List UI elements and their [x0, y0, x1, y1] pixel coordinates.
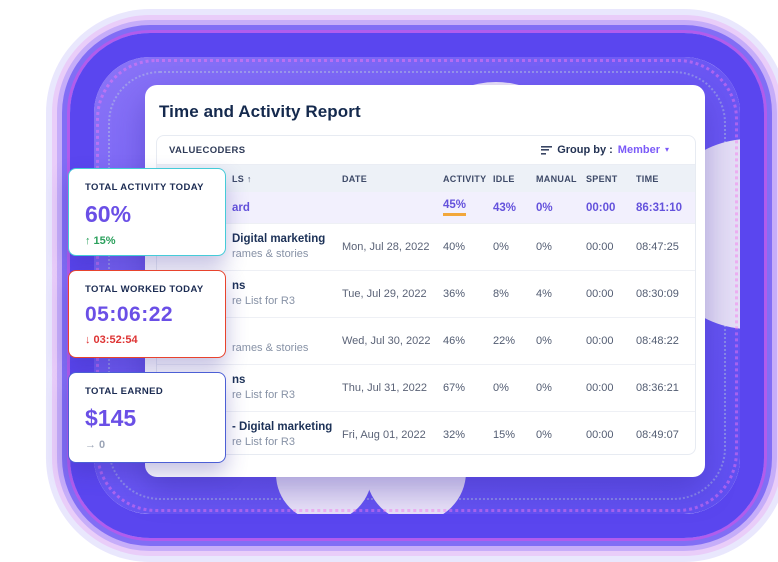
- table-row: Digital marketing rames & stories Mon, J…: [157, 223, 695, 270]
- report-panel: Time and Activity Report VALUECODERS Gro…: [145, 85, 705, 477]
- stat-label: TOTAL ACTIVITY TODAY: [85, 182, 204, 193]
- stat-delta-neutral: → 0: [85, 439, 106, 451]
- cell-time: 08:47:25: [636, 241, 679, 253]
- cell-manual: 0%: [536, 335, 552, 347]
- column-date: DATE: [342, 173, 368, 184]
- stat-value: $145: [85, 405, 137, 431]
- cell-activity: 36%: [443, 288, 466, 300]
- summary-spent: 00:00: [586, 201, 616, 214]
- cell-date: Thu, Jul 31, 2022: [342, 382, 428, 394]
- report-table-card: VALUECODERS Group by : Member ▾ LS ↑ DAT…: [156, 135, 696, 455]
- cell-manual: 4%: [536, 288, 552, 300]
- cell-idle: 8%: [493, 288, 509, 300]
- summary-manual: 0%: [536, 201, 553, 214]
- cell-manual: 0%: [536, 382, 552, 394]
- column-manual: MANUAL: [536, 173, 577, 184]
- cell-spent: 00:00: [586, 288, 614, 300]
- group-by-label: Group by :: [557, 144, 613, 156]
- table-row: - Digital marketing re List for R3 Fri, …: [157, 411, 695, 454]
- cell-activity: 46%: [443, 335, 466, 347]
- cell-activity: 67%: [443, 382, 466, 394]
- column-time: TIME: [636, 173, 659, 184]
- stat-delta-up: ↑ 15%: [85, 235, 116, 247]
- column-idle: IDLE: [493, 173, 515, 184]
- group-by-dropdown[interactable]: Member: [617, 144, 660, 156]
- stat-label: TOTAL WORKED TODAY: [85, 284, 204, 295]
- project-name: Digital marketing: [232, 232, 326, 245]
- cell-time: 08:36:21: [636, 382, 679, 394]
- cell-time: 08:30:09: [636, 288, 679, 300]
- cell-spent: 00:00: [586, 429, 614, 441]
- column-spent: SPENT: [586, 173, 618, 184]
- cell-spent: 00:00: [586, 382, 614, 394]
- table-row: ns re List for R3 Tue, Jul 29, 2022 36% …: [157, 270, 695, 317]
- stat-delta-down: ↓ 03:52:54: [85, 334, 138, 346]
- task-name: rames & stories: [232, 248, 309, 261]
- sort-lines-icon: [541, 145, 553, 155]
- table-row: ns re List for R3 Thu, Jul 31, 2022 67% …: [157, 364, 695, 411]
- cell-date: Wed, Jul 30, 2022: [342, 335, 431, 347]
- cell-date: Tue, Jul 29, 2022: [342, 288, 427, 300]
- project-name: ns: [232, 373, 246, 386]
- cell-manual: 0%: [536, 241, 552, 253]
- task-name: rames & stories: [232, 341, 309, 354]
- task-name: re List for R3: [232, 295, 295, 308]
- stat-label: TOTAL EARNED: [85, 386, 164, 397]
- stat-card-total-activity: TOTAL ACTIVITY TODAY 60% ↑ 15%: [68, 168, 226, 256]
- cell-date: Fri, Aug 01, 2022: [342, 429, 426, 441]
- group-by-control[interactable]: Group by : Member ▾: [541, 144, 669, 156]
- cell-manual: 0%: [536, 429, 552, 441]
- column-details-sortable[interactable]: LS ↑: [232, 173, 252, 184]
- task-name: re List for R3: [232, 389, 295, 402]
- cell-time: 08:48:22: [636, 335, 679, 347]
- member-summary-row: ard 45% 43% 0% 00:00 86:31:10: [157, 192, 695, 223]
- cell-activity: 32%: [443, 429, 466, 441]
- workspace-name: VALUECODERS: [169, 144, 246, 156]
- column-activity: ACTIVITY: [443, 173, 487, 184]
- stat-card-total-worked: TOTAL WORKED TODAY 05:06:22 ↓ 03:52:54: [68, 270, 226, 358]
- summary-activity: 45%: [443, 199, 493, 216]
- summary-idle: 43%: [493, 201, 517, 214]
- cell-idle: 22%: [493, 335, 516, 347]
- project-name: - Digital marketing: [232, 420, 333, 433]
- stat-value: 60%: [85, 201, 132, 227]
- page-title: Time and Activity Report: [159, 102, 361, 121]
- cell-date: Mon, Jul 28, 2022: [342, 241, 430, 253]
- stat-card-total-earned: TOTAL EARNED $145 → 0: [68, 372, 226, 463]
- cell-idle: 0%: [493, 382, 509, 394]
- cell-spent: 00:00: [586, 241, 614, 253]
- table-row: rames & stories Wed, Jul 30, 2022 46% 22…: [157, 317, 695, 364]
- report-toolbar: VALUECODERS Group by : Member ▾: [157, 136, 695, 165]
- cell-spent: 00:00: [586, 335, 614, 347]
- project-name: ns: [232, 279, 246, 292]
- cell-idle: 15%: [493, 429, 516, 441]
- chevron-down-icon: ▾: [664, 145, 669, 154]
- member-name: ard: [232, 201, 250, 214]
- cell-activity: 40%: [443, 241, 466, 253]
- summary-time: 86:31:10: [636, 201, 683, 214]
- stat-value: 05:06:22: [85, 303, 174, 326]
- table-header-row: LS ↑ DATE ACTIVITY IDLE MANUAL SPENT TIM…: [157, 165, 695, 192]
- cell-idle: 0%: [493, 241, 509, 253]
- task-name: re List for R3: [232, 436, 295, 449]
- project-name: [232, 327, 342, 341]
- cell-time: 08:49:07: [636, 429, 679, 441]
